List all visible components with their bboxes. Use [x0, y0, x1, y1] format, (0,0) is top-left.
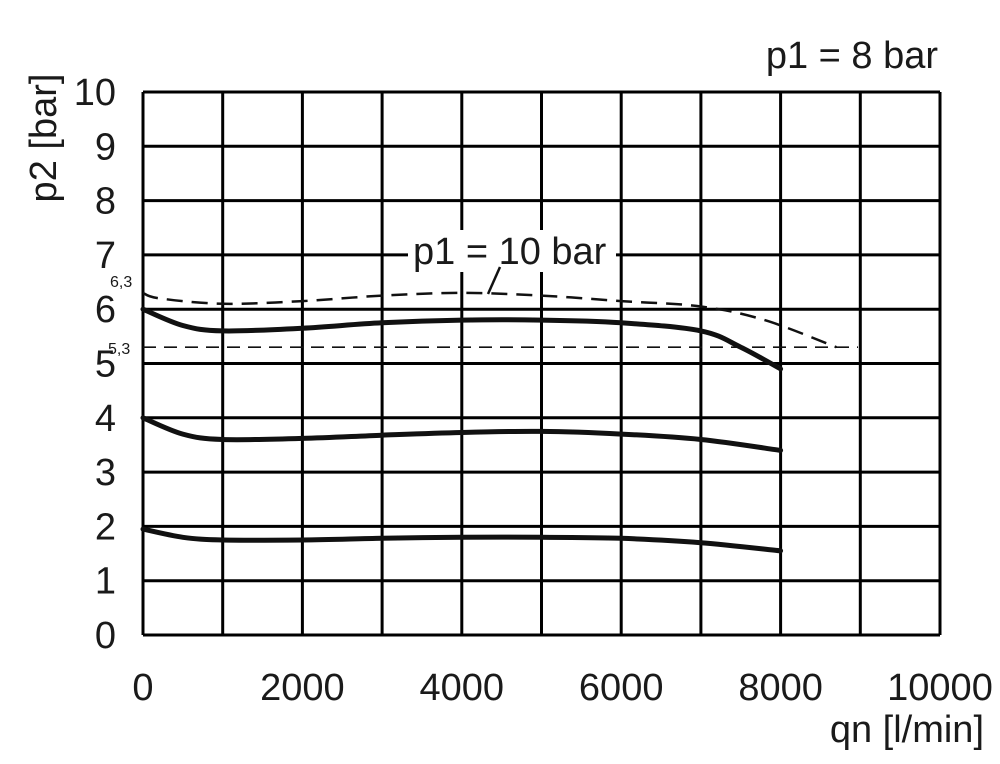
y-axis-label: p2 [bar] [23, 74, 65, 203]
plot-grid [141, 90, 942, 637]
series-line-2 [140, 415, 784, 453]
p1-10-bar-leader-line [486, 266, 502, 295]
ref-label-5-3: 5,3 [108, 341, 130, 358]
y-tick-label: 3 [95, 452, 116, 494]
series-line-1 [140, 306, 784, 372]
p1-10-bar-annotation: p1 = 10 bar [413, 231, 607, 273]
y-tick-label: 1 [95, 561, 116, 603]
y-tick-label: 8 [95, 181, 116, 223]
x-axis-label: qn [l/min] [830, 709, 984, 751]
p1-8-bar-annotation: p1 = 8 bar [766, 35, 939, 77]
series-line-3 [140, 526, 784, 554]
y-tick-labels: 0 1 2 3 4 5 6 7 8 9 10 [74, 72, 116, 657]
y-tick-label: 0 [95, 615, 116, 657]
x-tick-label: 10000 [887, 667, 993, 709]
x-tick-label: 6000 [579, 667, 664, 709]
x-tick-label: 8000 [738, 667, 823, 709]
y-tick-label: 6 [95, 289, 116, 331]
x-tick-label: 2000 [260, 667, 345, 709]
x-tick-label: 0 [132, 667, 153, 709]
x-tick-labels: 0 2000 4000 6000 8000 10000 [132, 667, 992, 709]
y-tick-label: 2 [95, 506, 116, 548]
y-tick-label: 9 [95, 126, 116, 168]
ref-label-6-3: 6,3 [110, 274, 132, 291]
x-tick-label: 4000 [420, 667, 505, 709]
p1-10-bar-annotation-background [408, 230, 616, 272]
curves [140, 291, 837, 554]
y-tick-label: 5 [95, 344, 116, 386]
series-line-dashed [142, 291, 837, 349]
y-tick-label: 4 [95, 398, 116, 440]
y-tick-label: 10 [74, 72, 116, 114]
y-tick-label: 7 [95, 235, 116, 277]
